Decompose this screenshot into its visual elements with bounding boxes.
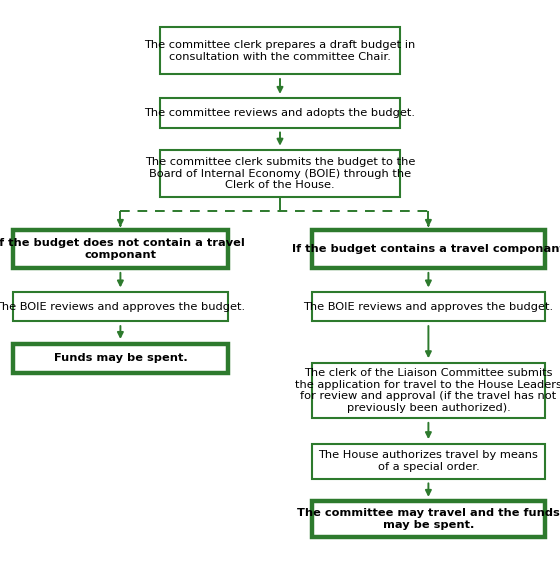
FancyBboxPatch shape	[160, 98, 400, 128]
Text: The clerk of the Liaison Committee submits
the application for travel to the Hou: The clerk of the Liaison Committee submi…	[295, 368, 560, 413]
Text: The committee reviews and adopts the budget.: The committee reviews and adopts the bud…	[144, 108, 416, 118]
FancyBboxPatch shape	[12, 230, 228, 268]
Text: The House authorizes travel by means
of a special order.: The House authorizes travel by means of …	[319, 451, 538, 472]
Text: The committee clerk prepares a draft budget in
consultation with the committee C: The committee clerk prepares a draft bud…	[144, 40, 416, 62]
FancyBboxPatch shape	[312, 363, 544, 418]
FancyBboxPatch shape	[12, 292, 228, 321]
Text: The BOIE reviews and approves the budget.: The BOIE reviews and approves the budget…	[304, 302, 553, 312]
FancyBboxPatch shape	[312, 230, 544, 268]
Text: The committee clerk submits the budget to the
Board of Internal Economy (BOIE) t: The committee clerk submits the budget t…	[145, 157, 415, 190]
Text: Funds may be spent.: Funds may be spent.	[54, 353, 187, 363]
FancyBboxPatch shape	[12, 344, 228, 373]
Text: If the budget contains a travel componant: If the budget contains a travel componan…	[292, 244, 560, 254]
FancyBboxPatch shape	[312, 292, 544, 321]
FancyBboxPatch shape	[312, 501, 544, 537]
FancyBboxPatch shape	[160, 151, 400, 198]
Text: The committee may travel and the funds
may be spent.: The committee may travel and the funds m…	[297, 508, 560, 530]
Text: If the budget does not contain a travel
componant: If the budget does not contain a travel …	[0, 238, 245, 260]
FancyBboxPatch shape	[160, 28, 400, 74]
Text: The BOIE reviews and approves the budget.: The BOIE reviews and approves the budget…	[0, 302, 245, 312]
FancyBboxPatch shape	[312, 444, 544, 479]
